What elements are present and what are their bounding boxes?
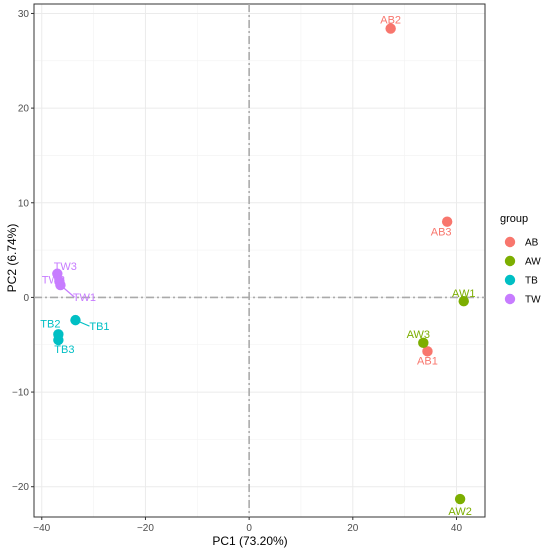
x-tick-label: 0 bbox=[246, 523, 252, 534]
legend-label-tw: TW bbox=[525, 295, 541, 306]
y-tick-label: 10 bbox=[18, 198, 30, 209]
y-tick-label: −20 bbox=[12, 482, 29, 493]
point-label-tb3: TB3 bbox=[54, 344, 74, 356]
x-tick-label: 40 bbox=[451, 523, 463, 534]
point-label-aw3: AW3 bbox=[407, 329, 430, 341]
legend: group AB AW TB TW bbox=[500, 213, 541, 306]
y-tick-label: 20 bbox=[18, 104, 30, 115]
legend-title: group bbox=[500, 213, 528, 225]
y-tick-label: −10 bbox=[12, 388, 29, 399]
point-label-ab3: AB3 bbox=[431, 227, 452, 239]
legend-key-tb bbox=[504, 274, 516, 286]
y-tick-label: 30 bbox=[18, 9, 30, 20]
x-tick-label: −40 bbox=[33, 523, 50, 534]
x-tick-label: −20 bbox=[137, 523, 154, 534]
reference-lines bbox=[34, 4, 485, 517]
point-tw3 bbox=[52, 268, 63, 279]
point-label-tb2: TB2 bbox=[40, 318, 60, 330]
point-tb3 bbox=[53, 334, 64, 346]
legend-key-tw bbox=[504, 293, 516, 305]
legend-key-aw bbox=[504, 255, 516, 267]
point-aw3 bbox=[418, 337, 429, 349]
point-label-tw3: TW3 bbox=[54, 261, 77, 273]
point-label-aw2: AW2 bbox=[448, 506, 471, 518]
legend-label-aw: AW bbox=[525, 257, 541, 268]
point-aw2 bbox=[454, 493, 466, 505]
point-label-ab1: AB1 bbox=[417, 355, 438, 367]
point-label-tw2: TW2 bbox=[42, 274, 65, 286]
y-axis: −20 −10 0 10 20 30 bbox=[12, 9, 34, 493]
point-ab1 bbox=[422, 346, 433, 357]
x-tick-label: 20 bbox=[347, 523, 359, 534]
leader-line-tb1 bbox=[75, 319, 90, 327]
x-axis-title: PC1 (73.20%) bbox=[212, 534, 287, 548]
legend-label-tb: TB bbox=[525, 276, 538, 287]
data-points bbox=[52, 23, 469, 505]
y-tick-label: 0 bbox=[23, 293, 29, 304]
point-aw1 bbox=[458, 295, 469, 307]
y-axis-title: PC2 (6.74%) bbox=[5, 224, 19, 293]
point-label-tw1: TW1 bbox=[73, 292, 96, 304]
legend-key-ab bbox=[504, 236, 516, 248]
point-label-tb1: TB1 bbox=[89, 321, 109, 333]
legend-label-ab: AB bbox=[525, 238, 539, 249]
x-axis: −40 −20 0 20 40 bbox=[33, 517, 462, 534]
point-label-ab2: AB2 bbox=[380, 15, 401, 27]
point-ab3 bbox=[441, 216, 453, 227]
leader-line-tw1 bbox=[60, 284, 75, 298]
panel-border bbox=[33, 3, 486, 518]
point-ab2 bbox=[385, 23, 396, 34]
point-label-aw1: AW1 bbox=[452, 288, 475, 300]
